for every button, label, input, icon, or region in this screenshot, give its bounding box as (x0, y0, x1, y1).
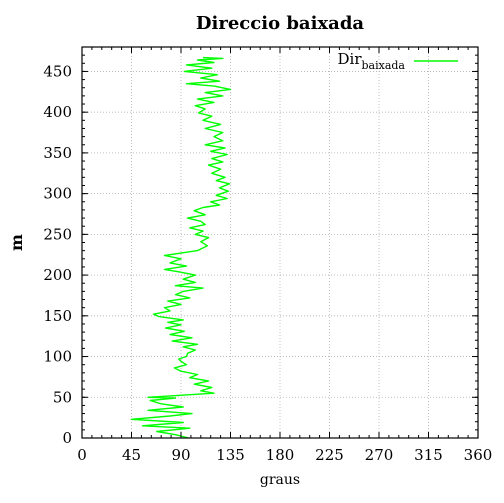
legend: Dirbaixada (338, 50, 458, 72)
legend-series-name: Dir (338, 50, 363, 68)
x-axis-label: graus (260, 472, 300, 488)
x-tick-label: 270 (365, 446, 394, 464)
y-tick-label: 100 (43, 348, 72, 366)
x-tick-label: 0 (77, 446, 87, 464)
y-tick-label: 450 (43, 62, 72, 80)
y-tick-label: 0 (62, 429, 72, 447)
chart-title: Direccio baixada (196, 13, 364, 34)
tick-layer: 0 45 90 135 180 225 270 315 360 0 50 100 150 200 250 30… (43, 46, 493, 464)
legend-series-subscript: baixada (362, 59, 406, 72)
y-axis-label: m (7, 234, 26, 251)
x-tick-label: 90 (171, 446, 190, 464)
y-tick-label: 150 (43, 307, 72, 325)
y-tick-label: 400 (43, 103, 72, 121)
grid-layer (82, 47, 478, 438)
y-tick-label: 300 (43, 185, 72, 203)
y-tick-label: 350 (43, 144, 72, 162)
x-tick-label: 360 (464, 446, 493, 464)
x-tick-label: 180 (266, 446, 295, 464)
legend-label: Dirbaixada (338, 50, 406, 72)
y-tick-label: 250 (43, 225, 72, 243)
y-tick-label: 200 (43, 266, 72, 284)
x-tick-label: 315 (414, 446, 443, 464)
series-line-dir-baixada (130, 56, 232, 439)
x-tick-label: 225 (315, 446, 344, 464)
x-tick-label: 135 (216, 446, 245, 464)
series-layer (130, 56, 232, 439)
y-tick-label: 50 (53, 388, 72, 406)
x-tick-label: 45 (122, 446, 141, 464)
